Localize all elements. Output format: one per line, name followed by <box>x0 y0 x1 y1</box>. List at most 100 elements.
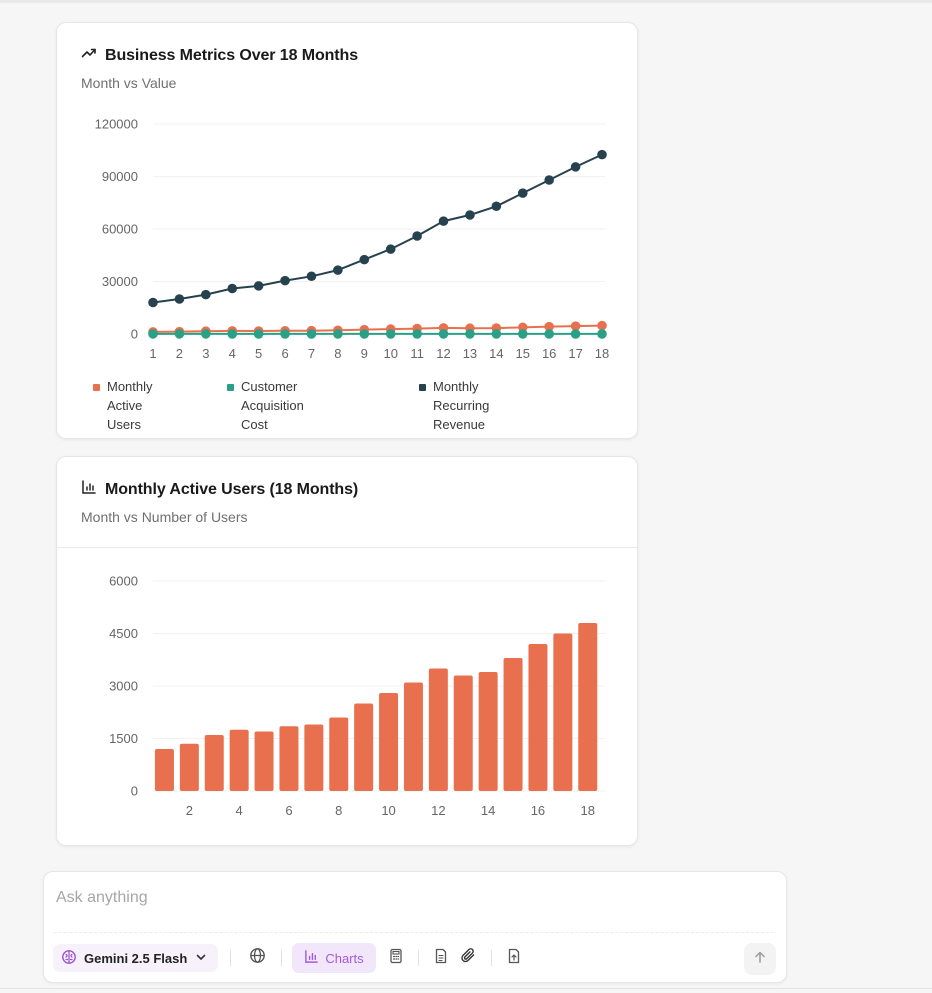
x-tick-label: 15 <box>516 346 530 361</box>
legend-label-line: Monthly Active <box>107 379 153 413</box>
x-tick-label: 6 <box>281 346 288 361</box>
toolbar-separator <box>230 950 232 966</box>
ask-input[interactable] <box>56 886 756 910</box>
series-line-mau <box>152 324 603 333</box>
data-point-cac <box>306 329 317 339</box>
document-button[interactable] <box>427 944 455 972</box>
legend-item-mrr[interactable]: Monthly Recurring Revenue (MRR) <box>419 377 489 438</box>
model-selector-button[interactable]: Gemini 2.5 Flash <box>53 944 219 972</box>
data-point-mrr <box>359 254 370 265</box>
composer-divider <box>54 932 774 933</box>
x-tick-label: 17 <box>568 346 582 361</box>
data-point-mrr <box>491 201 502 212</box>
chat-composer: Gemini 2.5 Flash Charts <box>43 871 787 983</box>
legend-label-line: Customer Acquisition <box>241 379 304 413</box>
data-point-mrr <box>148 297 158 308</box>
x-tick-label: 16 <box>542 346 556 361</box>
web-search-button[interactable] <box>243 944 271 972</box>
x-tick-label: 8 <box>334 346 341 361</box>
legend-item-cac[interactable]: Customer Acquisition Cost (CAC) <box>227 377 304 438</box>
chart-subtitle: Month vs Number of Users <box>81 509 248 525</box>
bar <box>478 672 498 791</box>
data-point-mrr <box>306 271 317 282</box>
y-tick-label: 4500 <box>109 626 138 641</box>
data-point-mrr <box>438 216 449 226</box>
legend-swatch <box>227 384 234 391</box>
data-point-mrr <box>227 283 238 294</box>
x-tick-label: 12 <box>436 346 450 361</box>
data-point-mrr <box>280 275 290 286</box>
bottom-divider <box>0 988 932 989</box>
data-point-cac <box>201 329 211 339</box>
x-tick-label: 18 <box>581 803 595 818</box>
upload-file-button[interactable] <box>500 944 528 972</box>
legend-swatch <box>93 384 100 391</box>
file-upload-icon <box>506 948 522 969</box>
bar <box>528 644 548 791</box>
data-point-mrr <box>201 289 211 300</box>
bar <box>279 726 299 791</box>
trending-up-icon <box>81 45 97 66</box>
x-tick-label: 18 <box>595 346 609 361</box>
y-tick-label: 1500 <box>109 731 138 746</box>
x-tick-label: 14 <box>489 346 503 361</box>
y-tick-label: 120000 <box>95 117 138 132</box>
data-point-cac <box>174 329 185 339</box>
top-divider <box>0 0 932 3</box>
data-point-mrr <box>385 244 396 254</box>
send-button[interactable] <box>744 943 776 975</box>
y-tick-label: 3000 <box>109 679 138 694</box>
x-tick-label: 7 <box>308 346 315 361</box>
card-header: Monthly Active Users (18 Months) Month v… <box>81 479 358 525</box>
data-point-mrr <box>174 294 185 304</box>
bar <box>578 623 598 791</box>
charts-button[interactable]: Charts <box>292 943 376 973</box>
document-icon <box>433 948 449 969</box>
charts-label: Charts <box>325 950 364 966</box>
chart-title: Monthly Active Users (18 Months) <box>105 480 359 498</box>
x-tick-label: 11 <box>410 346 424 361</box>
bar-chart-icon <box>304 949 319 967</box>
business-metrics-card: Business Metrics Over 18 Months Month vs… <box>56 22 638 439</box>
toolbar-separator <box>417 950 419 966</box>
x-tick-label: 4 <box>229 346 236 361</box>
data-point-mau <box>570 321 581 331</box>
data-point-cac <box>280 329 290 339</box>
data-point-mau <box>597 320 607 331</box>
data-point-mau <box>544 321 554 332</box>
data-point-mrr <box>253 281 264 291</box>
bar-chart: 0 1500 3000 4500 6000 2 4 6 8 10 12 14 16 18 <box>109 574 605 818</box>
bar <box>254 731 274 791</box>
x-tick-label: 9 <box>361 346 368 361</box>
x-tick-label: 2 <box>186 803 193 818</box>
arrow-up-icon <box>753 950 767 969</box>
data-point-cac <box>148 329 158 339</box>
header-divider <box>57 547 637 548</box>
data-point-cac <box>544 329 554 339</box>
data-point-cac <box>465 329 475 339</box>
data-point-mrr <box>597 149 607 160</box>
data-point-cac <box>227 329 238 339</box>
data-point-mrr <box>517 188 528 198</box>
y-tick-label: 30000 <box>102 274 138 289</box>
x-tick-label: 10 <box>383 346 397 361</box>
calculator-button[interactable] <box>382 944 410 972</box>
brain-icon <box>61 949 77 968</box>
bar <box>204 735 224 791</box>
attach-button[interactable] <box>455 944 483 972</box>
data-point-mrr <box>570 162 581 172</box>
data-point-mrr <box>333 265 343 275</box>
data-point-cac <box>385 329 396 339</box>
x-tick-label: 10 <box>381 803 395 818</box>
chevron-down-icon <box>194 950 208 967</box>
x-tick-label: 3 <box>202 346 209 361</box>
data-point-cac <box>412 329 422 339</box>
data-point-cac <box>597 329 607 339</box>
bar <box>403 682 423 791</box>
x-tick-label: 16 <box>531 803 545 818</box>
y-tick-label: 90000 <box>102 169 138 184</box>
legend-item-mau[interactable]: Monthly Active Users <box>93 377 153 434</box>
bar <box>503 658 523 791</box>
bar <box>329 717 349 791</box>
